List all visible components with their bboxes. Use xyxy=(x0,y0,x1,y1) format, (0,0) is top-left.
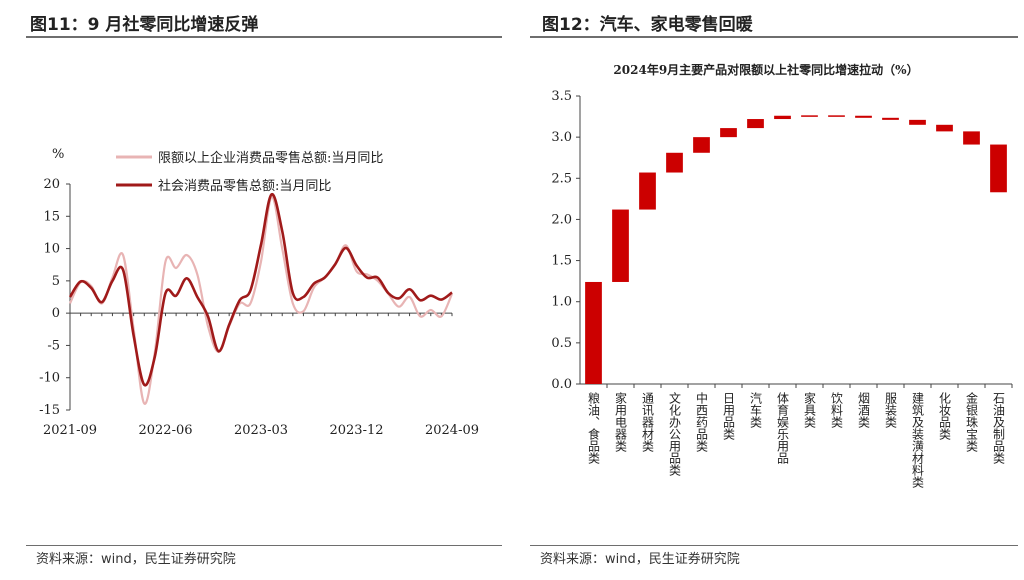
x-tick-label: 汽车类 xyxy=(749,391,763,429)
waterfall-bar xyxy=(693,137,710,153)
x-tick-label: 体育娱乐用品 xyxy=(776,392,790,464)
chart-title: 2024年9月主要产品对限额以上社零同比增速拉动（%） xyxy=(613,62,918,77)
x-tick-label: 石油及制品类 xyxy=(992,392,1006,465)
x-tick-label: 日用品类 xyxy=(722,392,736,441)
waterfall-bar xyxy=(801,115,818,117)
y-tick-label: 20 xyxy=(43,177,60,192)
waterfall-bar xyxy=(882,117,899,120)
y-tick-label: 10 xyxy=(43,242,60,257)
source-note: 资料来源：wind，民生证券研究院 xyxy=(36,552,236,567)
source-rule xyxy=(26,545,502,546)
y-tick-label: -15 xyxy=(39,403,60,418)
source-note: 资料来源：wind，民生证券研究院 xyxy=(540,552,740,567)
y-tick-label: 5 xyxy=(52,274,60,289)
waterfall-bar xyxy=(855,115,872,118)
y-tick-label: -5 xyxy=(47,338,60,353)
x-tick-label: 建筑及装潢材料类 xyxy=(911,392,925,489)
x-tick-label: 金银珠宝类 xyxy=(965,391,979,453)
waterfall-bar xyxy=(909,119,926,125)
y-tick-label: 0.5 xyxy=(551,336,572,351)
x-tick-label: 通讯器材类 xyxy=(641,392,655,453)
y-tick-label: 1.0 xyxy=(551,295,572,310)
waterfall-bar xyxy=(990,144,1007,193)
y-tick-label: 15 xyxy=(43,209,60,224)
waterfall-bar xyxy=(666,152,683,173)
x-tick-label: 2021-09 xyxy=(43,423,97,438)
waterfall-bar xyxy=(720,128,737,138)
legend-label: 社会消费品零售总额:当月同比 xyxy=(158,178,331,194)
x-tick-label: 粮油、食品类 xyxy=(587,391,601,465)
unit-label: % xyxy=(52,147,64,162)
x-tick-label: 中西药品类 xyxy=(695,391,709,453)
left-panel: 图11：9 月社零同比增速反弹 % -15 -10 -5 0 5 10 15 20 2021-09… xyxy=(26,15,502,567)
waterfall-bar xyxy=(585,281,602,384)
y-tick-label: 0.0 xyxy=(551,377,572,392)
y-tick-label: 2.0 xyxy=(551,212,572,227)
x-tick-label: 2024-09 xyxy=(425,423,479,438)
y-tick-label: 3.5 xyxy=(551,89,572,104)
x-tick-label: 家具类 xyxy=(803,391,817,429)
y-tick-label: -10 xyxy=(39,371,60,386)
x-tick-label: 文化办公用品类 xyxy=(668,391,682,477)
x-tick-label: 2023-03 xyxy=(234,423,288,438)
x-tick-label: 家用电器类 xyxy=(614,391,628,453)
y-tick-label: 1.5 xyxy=(551,254,572,269)
waterfall-bar xyxy=(774,115,791,120)
line-chart: % -15 -10 -5 0 5 10 15 20 2021-09 2022-06 2023-03 20… xyxy=(39,147,479,438)
y-tick-label: 0 xyxy=(52,306,60,321)
x-tick-label: 化妆品类 xyxy=(938,392,952,441)
right-panel: 图12：汽车、家电零售回暖 2024年9月主要产品对限额以上社零同比增速拉动（%… xyxy=(512,0,1024,580)
waterfall-bar xyxy=(747,119,764,129)
waterfall-bar xyxy=(828,115,845,117)
x-tick-label: 饮料类 xyxy=(830,392,844,429)
waterfall-bar xyxy=(963,131,980,145)
waterfall-bar xyxy=(936,124,953,132)
waterfall-bar xyxy=(612,209,629,282)
title-rule xyxy=(26,36,502,38)
x-tick-label: 服装类 xyxy=(884,392,898,429)
waterfall-chart: 2024年9月主要产品对限额以上社零同比增速拉动（%） 0.0 0.5 1.0 1.5 2… xyxy=(551,62,1013,489)
source-rule xyxy=(530,545,1018,546)
title-rule xyxy=(530,36,1018,38)
x-tick-label: 2023-12 xyxy=(329,423,383,438)
waterfall-bar xyxy=(639,172,656,210)
x-tick-label: 2022-06 xyxy=(138,423,192,438)
y-tick-label: 3.0 xyxy=(551,130,572,145)
x-tick-label: 烟酒类 xyxy=(857,392,871,429)
y-tick-label: 2.5 xyxy=(551,171,572,186)
figure-11-title: 图11：9 月社零同比增速反弹 xyxy=(30,15,259,35)
figure-12-title: 图12：汽车、家电零售回暖 xyxy=(542,15,753,35)
series-line xyxy=(68,193,453,387)
legend-label: 限额以上企业消费品零售总额:当月同比 xyxy=(158,150,383,166)
